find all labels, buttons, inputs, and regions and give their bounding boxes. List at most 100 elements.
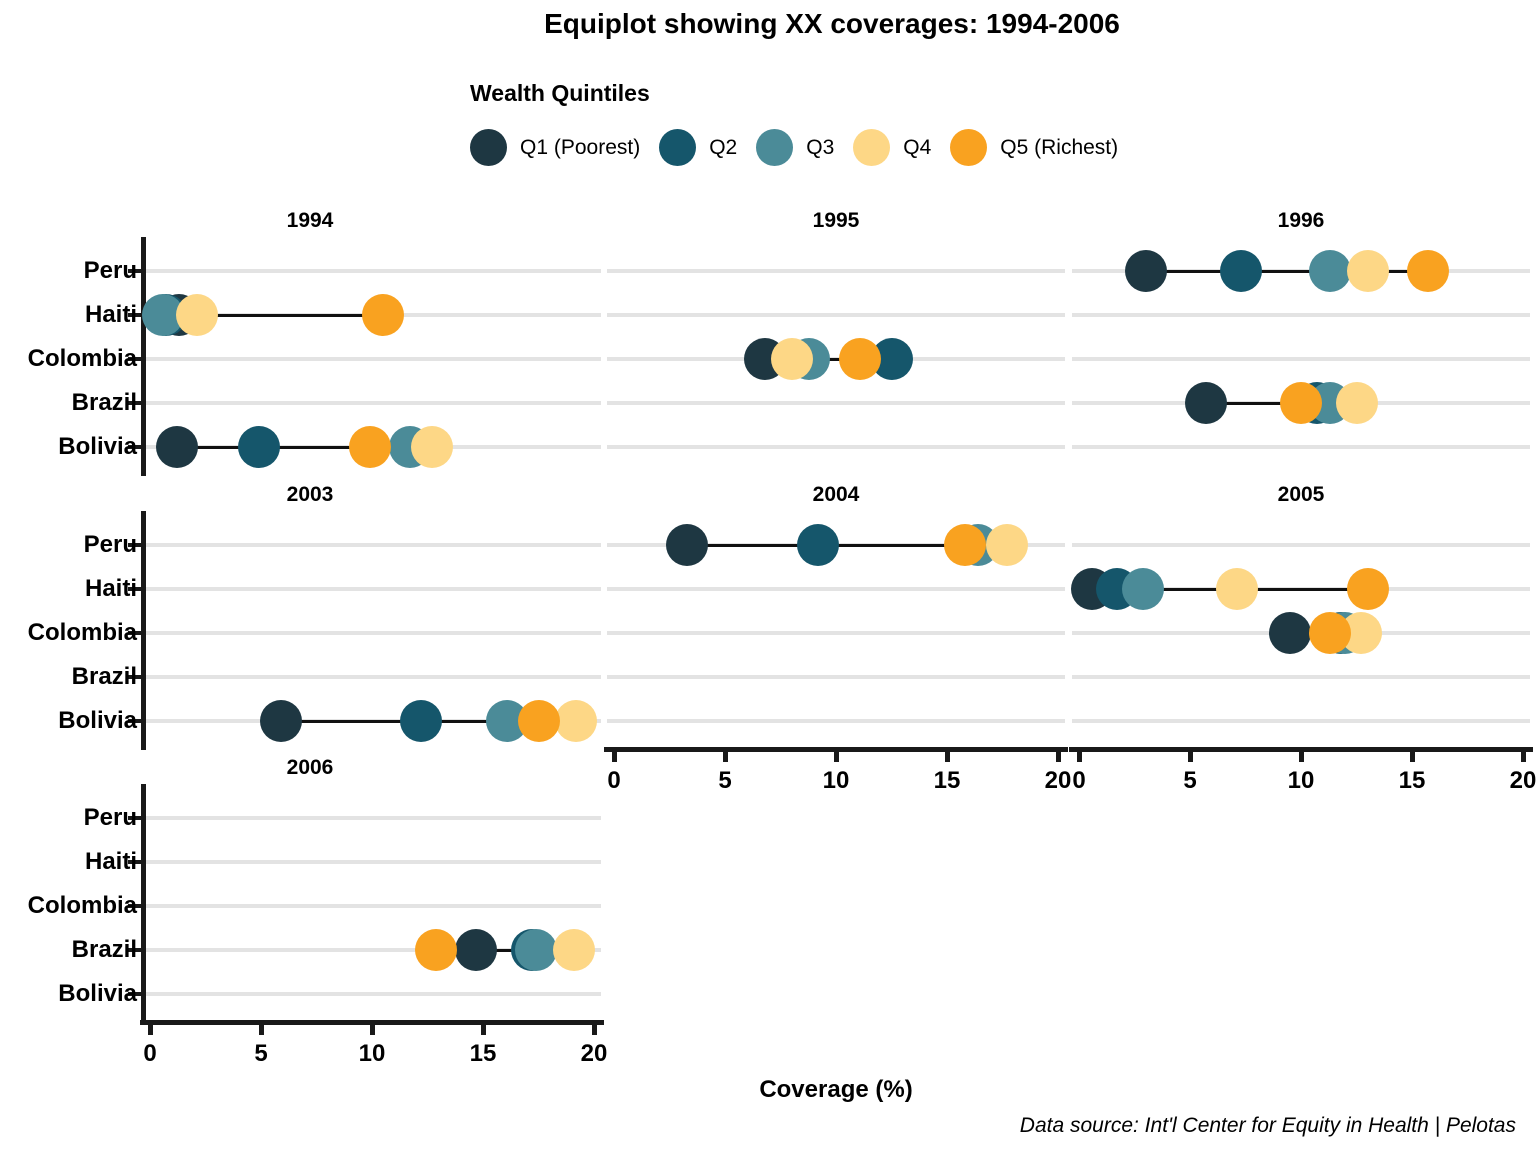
- q2-swatch-icon: [659, 129, 697, 166]
- gridline-peru: [143, 543, 601, 547]
- x-tick: [945, 751, 950, 762]
- y-axis-label-bolivia: Bolivia: [58, 433, 137, 460]
- dot-2005-haiti-q3: [1122, 568, 1165, 610]
- gridline-haiti: [143, 587, 601, 591]
- range-line-1996-peru: [1145, 270, 1428, 273]
- y-tick: [128, 719, 142, 723]
- y-axis-label-brazil: Brazil: [71, 663, 137, 690]
- y-axis-label-bolivia: Bolivia: [58, 980, 137, 1007]
- q4-swatch-icon: [853, 129, 891, 166]
- range-line-2006-brazil: [436, 949, 574, 952]
- facet-title-2003: 2003: [286, 483, 334, 506]
- gridline-peru: [143, 816, 601, 820]
- y-axis-line: [141, 511, 146, 750]
- dot-1995-colombia-q4: [770, 338, 813, 380]
- dot-1994-bolivia-q5: [348, 426, 391, 468]
- dot-2003-bolivia-q1: [259, 700, 302, 742]
- legend-item-q5: Q5 (Richest): [950, 129, 1118, 166]
- y-tick: [128, 587, 142, 591]
- facet-title-1996: 1996: [1277, 209, 1325, 232]
- x-tick-label: 10: [1287, 767, 1315, 794]
- legend-item-q3: Q3: [756, 129, 834, 166]
- legend-label-q3: Q3: [806, 135, 835, 159]
- dot-2003-bolivia-q4: [555, 700, 598, 742]
- dot-2006-brazil-q1: [455, 929, 498, 971]
- x-tick: [1410, 751, 1415, 762]
- x-tick: [834, 751, 839, 762]
- dot-2004-peru-q5: [943, 524, 986, 566]
- gridline-colombia: [143, 904, 601, 908]
- y-axis-label-bolivia: Bolivia: [58, 707, 137, 734]
- x-tick-label: 5: [718, 767, 732, 794]
- x-axis-title: Coverage (%): [759, 1076, 913, 1103]
- range-line-1994-haiti: [163, 314, 384, 317]
- legend: Wealth Quintiles Q1 (Poorest) Q2 Q3 Q4 Q…: [470, 80, 1137, 166]
- dot-2003-bolivia-q2: [399, 700, 442, 742]
- dot-1996-brazil-q1: [1184, 382, 1227, 424]
- chart-title: Equiplot showing XX coverages: 1994-2006: [544, 8, 1120, 39]
- gridline-brazil: [607, 675, 1065, 679]
- x-axis-line: [1069, 747, 1533, 752]
- dot-2006-brazil-q5: [415, 929, 458, 971]
- y-axis-label-peru: Peru: [83, 257, 137, 284]
- dot-2005-colombia-q1: [1268, 612, 1311, 654]
- data-source-caption: Data source: Int'l Center for Equity in …: [1019, 1114, 1516, 1137]
- range-line-2004-peru: [687, 544, 1007, 547]
- y-tick: [128, 357, 142, 361]
- legend-item-q4: Q4: [853, 129, 931, 166]
- x-tick-label: 20: [1509, 767, 1536, 794]
- x-tick-label: 5: [1183, 767, 1197, 794]
- gridline-brazil: [143, 675, 601, 679]
- x-tick-label: 15: [1398, 767, 1426, 794]
- facet-title-2006: 2006: [286, 756, 334, 779]
- legend-items: Q1 (Poorest) Q2 Q3 Q4 Q5 (Richest): [470, 129, 1137, 166]
- q3-swatch-icon: [756, 129, 794, 166]
- gridline-bolivia: [143, 992, 601, 996]
- y-tick: [128, 543, 142, 547]
- dot-1994-bolivia-q2: [237, 426, 280, 468]
- gridline-peru: [607, 269, 1065, 273]
- x-tick: [1077, 751, 1082, 762]
- x-tick-label: 0: [1072, 767, 1086, 794]
- y-axis-label-colombia: Colombia: [27, 892, 137, 919]
- y-tick: [128, 445, 142, 449]
- y-axis-label-haiti: Haiti: [84, 301, 137, 328]
- range-line-1994-bolivia: [176, 446, 432, 449]
- y-axis-label-brazil: Brazil: [71, 389, 137, 416]
- x-axis-line: [604, 747, 1068, 752]
- x-tick: [1521, 751, 1526, 762]
- legend-title: Wealth Quintiles: [470, 80, 650, 106]
- dot-1996-peru-q5: [1406, 250, 1449, 292]
- y-tick: [128, 948, 142, 952]
- x-tick-label: 15: [933, 767, 961, 794]
- y-tick: [128, 904, 142, 908]
- gridline-colombia: [607, 631, 1065, 635]
- q5-swatch-icon: [950, 129, 988, 166]
- dot-2005-haiti-q5: [1346, 568, 1389, 610]
- gridline-bolivia: [1072, 445, 1530, 449]
- facet-title-1995: 1995: [812, 209, 860, 232]
- gridline-colombia: [1072, 357, 1530, 361]
- y-axis-label-colombia: Colombia: [27, 619, 137, 646]
- y-axis-label-peru: Peru: [83, 804, 137, 831]
- dot-1996-peru-q3: [1308, 250, 1351, 292]
- x-tick: [259, 1024, 264, 1035]
- q1-swatch-icon: [470, 129, 507, 166]
- gridline-brazil: [1072, 675, 1530, 679]
- x-tick-label: 10: [358, 1040, 386, 1067]
- y-tick: [128, 816, 142, 820]
- x-tick: [148, 1024, 153, 1035]
- y-axis-label-colombia: Colombia: [27, 345, 137, 372]
- dot-1994-haiti-q5: [362, 294, 405, 336]
- x-tick: [612, 751, 617, 762]
- x-tick-label: 0: [143, 1040, 157, 1067]
- dot-1994-haiti-q4: [175, 294, 218, 336]
- facet-title-1994: 1994: [286, 209, 334, 232]
- facet-title-2005: 2005: [1277, 483, 1325, 506]
- y-axis-label-haiti: Haiti: [84, 575, 137, 602]
- x-tick-label: 20: [1044, 767, 1072, 794]
- legend-label-q5: Q5 (Richest): [1000, 135, 1119, 159]
- x-tick-label: 15: [469, 1040, 497, 1067]
- y-axis-label-brazil: Brazil: [71, 936, 137, 963]
